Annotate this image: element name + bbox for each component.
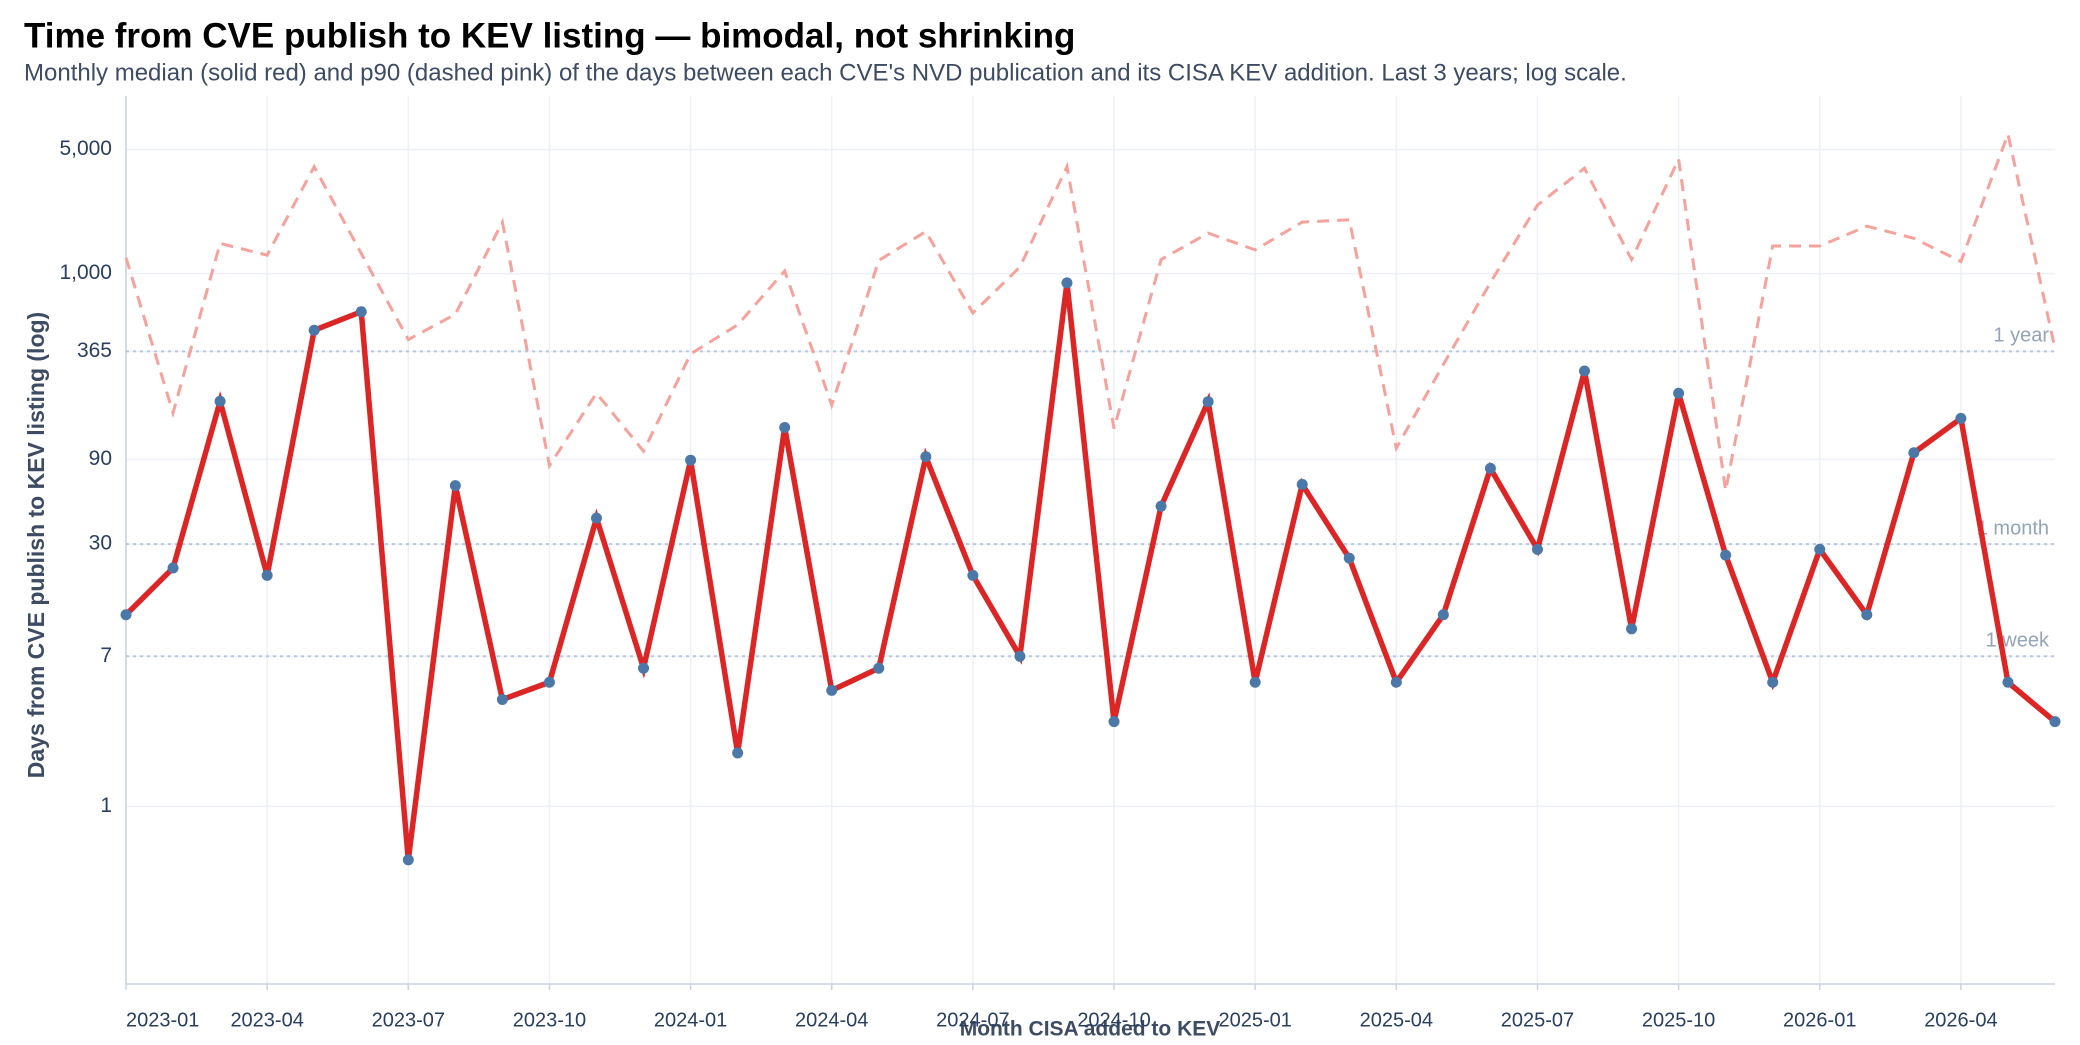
point-marker [967,569,979,581]
x-tick-label: 2025-07 [1501,1009,1574,1031]
x-tick-label: 2024-04 [795,1009,868,1031]
y-tick-label: 5,000 [59,137,112,160]
y-axis-title: Days from CVE publish to KEV listing (lo… [23,312,49,778]
y-tick-label: 90 [89,447,112,470]
point-marker [638,662,650,674]
x-axis-title: Month CISA added to KEV [960,1018,1221,1040]
point-marker [1531,543,1543,555]
x-tick-label: 2025-01 [1218,1009,1291,1031]
point-marker [355,306,367,318]
point-marker [449,480,461,492]
point-marker [261,569,273,581]
x-tick-label: 2025-04 [1360,1009,1433,1031]
point-marker [1437,609,1449,621]
point-marker [1249,676,1261,688]
y-tick-label: 7 [100,644,112,667]
point-marker [2049,716,2061,728]
reference-label: 1 year [1993,325,2049,347]
point-marker [590,512,602,524]
point-marker [779,421,791,433]
y-tick-label: 365 [77,339,112,362]
point-marker [1108,716,1120,728]
point-marker [1626,623,1638,635]
point-marker [1484,462,1496,474]
point-marker [1861,609,1873,621]
point-marker [1343,552,1355,564]
point-marker [496,693,508,705]
point-marker [685,454,697,466]
point-marker [826,684,838,696]
x-tick-label: 2026-01 [1783,1009,1856,1031]
point-marker [1955,412,1967,424]
point-marker [1296,478,1308,490]
point-marker [1061,277,1073,289]
x-tick-label: 2023-01 [126,1009,199,1031]
point-marker [1202,396,1214,408]
x-tick-label: 2024-10 [1077,1009,1150,1031]
point-marker [1579,365,1591,377]
y-tick-label: 30 [89,532,112,555]
point-marker [732,747,744,759]
point-marker [1814,543,1826,555]
chart-subtitle: Monthly median (solid red) and p90 (dash… [24,59,1627,86]
x-tick-label: 2024-01 [654,1009,727,1031]
point-marker [1155,500,1167,512]
series-line [124,128,2057,491]
x-tick-label: 2024-07 [936,1009,1009,1031]
chart-title: Time from CVE publish to KEV listing — b… [24,16,1075,55]
point-marker [308,324,320,336]
point-marker [1908,447,1920,459]
series-line [124,282,2057,861]
x-tick-label: 2026-04 [1924,1009,1997,1031]
y-tick-label: 1 [100,794,112,817]
point-marker [1390,676,1402,688]
x-tick-label: 2025-10 [1642,1009,1715,1031]
point-marker [214,395,226,407]
point-marker [1673,387,1685,399]
x-tick-label: 2023-04 [230,1009,303,1031]
reference-label: 1 week [1986,630,2050,652]
point-marker [1767,676,1779,688]
point-marker [120,609,132,621]
point-marker [1014,650,1026,662]
x-tick-label: 2023-10 [513,1009,586,1031]
x-tick-label: 2023-07 [372,1009,445,1031]
reference-label: 1 month [1977,517,2049,539]
point-marker [402,854,414,866]
point-marker [1720,549,1732,561]
point-marker [2002,676,2014,688]
point-marker [873,662,885,674]
point-marker [167,562,179,574]
point-marker [920,451,932,463]
y-tick-label: 1,000 [59,261,112,284]
point-marker [543,676,555,688]
